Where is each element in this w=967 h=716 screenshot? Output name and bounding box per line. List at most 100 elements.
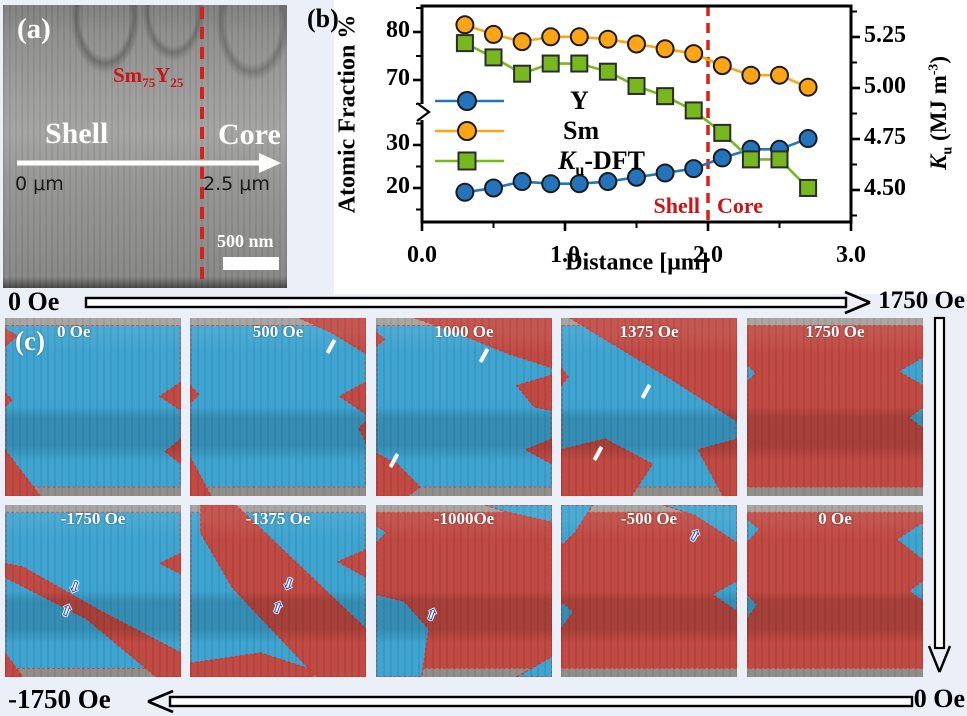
domain-map xyxy=(376,505,552,677)
domain-region xyxy=(909,407,923,428)
field-value-label: -1000Oe xyxy=(433,509,495,528)
domain-region xyxy=(561,505,593,546)
bottom-sweep-end-label: 0 Oe xyxy=(913,684,965,713)
domain-region xyxy=(698,439,737,496)
data-point-sm xyxy=(512,32,532,52)
shell-annotation: Shell xyxy=(653,193,700,218)
shell-region-label: Shell xyxy=(45,117,109,150)
domain-map xyxy=(376,318,552,496)
field-value-label: 1375 Oe xyxy=(619,322,679,341)
domain-region xyxy=(340,382,366,414)
domain-region xyxy=(190,386,199,404)
data-point-sm xyxy=(655,39,675,59)
domain-region xyxy=(5,563,181,677)
data-point-ku-dft xyxy=(598,62,617,81)
domain-region xyxy=(376,453,420,496)
domain-region xyxy=(190,653,313,677)
domain-map xyxy=(5,318,181,496)
domain-map xyxy=(5,505,181,677)
domain-region xyxy=(376,526,387,543)
data-point-sm xyxy=(627,34,646,54)
top-sweep-end-label: 1750 Oe xyxy=(878,287,965,314)
domain-region xyxy=(747,519,759,543)
data-point-y xyxy=(798,129,818,149)
field-value-label: 1750 Oe xyxy=(805,322,865,341)
domain-region xyxy=(663,505,737,543)
domain-region xyxy=(561,601,573,629)
data-point-ku-dft xyxy=(799,178,818,197)
domain-region xyxy=(165,439,181,464)
domain-region xyxy=(5,329,17,347)
field-value-label: -1375 Oe xyxy=(245,509,311,528)
domain-region xyxy=(517,375,552,411)
domain-region xyxy=(299,318,366,354)
core-region-label: Core xyxy=(218,118,281,151)
left-axis-title: Atomic Fraction % xyxy=(334,14,361,214)
data-point-ku-dft xyxy=(484,48,503,67)
data-point-sm xyxy=(712,56,732,76)
domain-region xyxy=(561,368,568,386)
data-point-sm xyxy=(598,29,618,49)
left-sweep-arrow-icon xyxy=(147,689,914,714)
domain-map xyxy=(561,505,737,677)
legend-marker xyxy=(457,121,477,141)
domain-region xyxy=(376,594,429,677)
legend-marker xyxy=(457,151,477,171)
data-point-ku-dft xyxy=(713,123,732,142)
domain-region xyxy=(5,393,12,407)
data-point-ku-dft xyxy=(570,54,589,73)
domain-image-bottom-4: ⇧ -500 Oe xyxy=(561,505,737,677)
domain-region xyxy=(415,318,552,368)
data-point-sm xyxy=(798,77,818,97)
panel-c-label: (c) xyxy=(15,326,45,356)
data-point-sm xyxy=(541,27,561,47)
data-point-y xyxy=(655,163,675,183)
scalebar xyxy=(223,257,279,270)
arrow-start-label: 0 μm xyxy=(15,173,64,195)
data-point-sm xyxy=(455,15,475,35)
bottom-sweep-start-label: -1750 Oe xyxy=(8,684,111,714)
field-value-label: 0 Oe xyxy=(818,509,852,528)
data-point-sm xyxy=(484,24,503,44)
core-shell-boundary-line xyxy=(200,7,204,286)
panel-b-label: (b) xyxy=(307,4,339,33)
panel-b-background xyxy=(334,0,967,294)
down-sweep-arrow-icon xyxy=(927,316,952,673)
right-sweep-arrow-icon xyxy=(84,290,871,315)
data-point-y xyxy=(541,174,561,194)
field-value-label: -1750 Oe xyxy=(60,509,126,528)
data-point-y xyxy=(598,172,618,192)
domain-image-top-5: 1750 Oe xyxy=(747,318,923,496)
domain-map xyxy=(747,505,923,677)
scalebar-label: 500 nm xyxy=(217,231,274,251)
data-point-ku-dft xyxy=(656,87,675,106)
field-value-label: -500 Oe xyxy=(620,509,678,528)
distance-arrow xyxy=(17,153,281,173)
legend-marker xyxy=(457,91,477,111)
domain-region xyxy=(712,581,737,612)
domain-region xyxy=(898,357,923,385)
core-annotation: Core xyxy=(717,193,764,218)
panel-a-label: (a) xyxy=(17,13,51,45)
x-axis-title: Distance [μm] xyxy=(565,249,709,276)
domain-region xyxy=(747,594,758,618)
data-point-y xyxy=(512,172,532,192)
data-point-y xyxy=(455,182,475,202)
domain-region xyxy=(909,581,923,602)
field-value-label: 0 Oe xyxy=(57,322,91,341)
domain-map xyxy=(190,505,366,677)
field-value-label: 500 Oe xyxy=(252,322,304,341)
arrow-end-label: 2.5 μm xyxy=(203,173,270,195)
domain-image-bottom-1: ⇧ ⇧ -1750 Oe xyxy=(5,505,181,677)
data-point-ku-dft xyxy=(770,150,789,169)
legend-item-sm: Sm xyxy=(563,116,600,145)
panel-a-tem-image: (a) Sm75Y25 Shell Core 0 μm 2.5 μm 500 n… xyxy=(3,5,287,288)
axis-break-icon xyxy=(416,102,431,122)
data-point-y xyxy=(627,167,646,187)
domain-region xyxy=(570,318,737,421)
domain-region xyxy=(160,553,181,574)
domain-image-bottom-5: 0 Oe xyxy=(747,505,923,677)
ku-symbol: K xyxy=(926,154,952,170)
top-sweep-start-label: 0 Oe xyxy=(8,287,60,316)
